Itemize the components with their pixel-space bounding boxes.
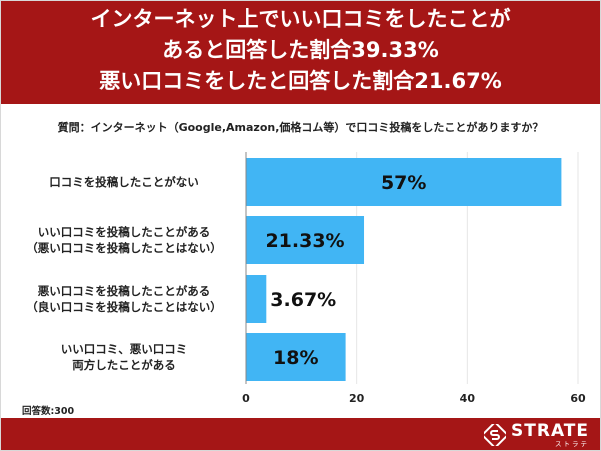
logo-subtext: ストラテ — [555, 439, 589, 448]
category-label-2: 悪い口コミを投稿したことがある （良い口コミを投稿したことはない） — [10, 283, 238, 315]
x-tick-40: 40 — [460, 392, 476, 405]
category-label-2-line-0: 悪い口コミを投稿したことがある — [37, 284, 211, 298]
category-label-3-line-0: いい口コミ、悪い口コミ — [60, 342, 188, 356]
value-label-0: 57% — [381, 172, 426, 194]
title-line-2: あると回答した割合39.33% — [162, 38, 439, 62]
title-line-1: インターネット上でいい口コミをしたことが — [90, 7, 511, 31]
survey-question: 質問：インターネット（Google,Amazon,価格コム等）で口コミ投稿をした… — [57, 121, 544, 134]
bar-3 — [246, 333, 346, 381]
category-label-3-line-1: 両方したことがある — [72, 358, 176, 372]
x-tick-60: 60 — [570, 392, 586, 405]
value-label-2: 3.67% — [270, 289, 336, 311]
strate-logo: STRATE ストラテ — [484, 420, 589, 448]
bar-0 — [246, 158, 562, 206]
category-label-0-line-0: 口コミを投稿したことがない — [49, 175, 199, 189]
value-label-1: 21.33% — [265, 230, 344, 252]
chart-title: インターネット上でいい口コミをしたことが あると回答した割合39.33% 悪い口… — [0, 0, 601, 104]
bar-2 — [246, 275, 267, 323]
category-label-1: いい口コミを投稿したことがある （悪い口コミを投稿したことはない） — [10, 224, 238, 256]
footer-bar: STRATE ストラテ — [0, 418, 601, 451]
bar-1 — [246, 216, 365, 264]
x-tick-20: 20 — [349, 392, 365, 405]
category-label-2-line-1: （良い口コミを投稿したことはない） — [26, 300, 222, 314]
category-label-1-line-1: （悪い口コミを投稿したことはない） — [26, 241, 222, 255]
category-label-0: 口コミを投稿したことがない — [10, 174, 238, 190]
strate-s-logo-icon — [484, 424, 507, 446]
x-tick-0: 0 — [242, 392, 250, 405]
category-label-3: いい口コミ、悪い口コミ 両方したことがある — [10, 341, 238, 373]
value-label-3: 18% — [273, 347, 318, 369]
category-label-1-line-0: いい口コミを投稿したことがある — [37, 225, 211, 239]
logo-wordmark: STRATE — [511, 420, 589, 441]
respondent-count: 回答数:300 — [22, 406, 75, 417]
title-line-3: 悪い口コミをしたと回答した割合21.67% — [99, 69, 502, 93]
